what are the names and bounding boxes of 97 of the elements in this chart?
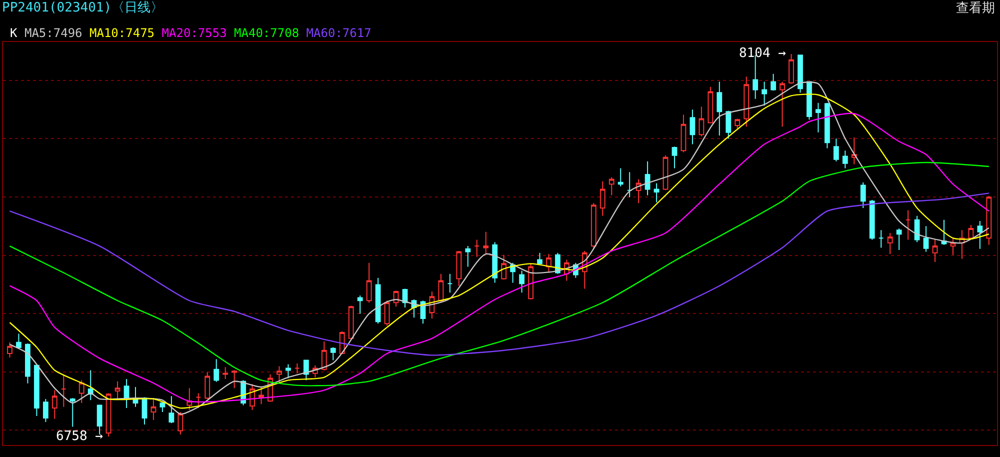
candlestick	[869, 200, 875, 240]
candlestick	[456, 250, 462, 286]
candlestick	[114, 380, 120, 401]
candlestick	[762, 81, 768, 106]
candlestick	[986, 196, 992, 246]
candlestick	[474, 239, 480, 258]
candlestick	[798, 54, 803, 94]
candlestick	[25, 343, 30, 384]
candlestick	[222, 366, 228, 380]
text: 查看期	[956, 1, 995, 16]
candlestick	[528, 263, 534, 300]
candlestick	[438, 273, 444, 302]
candlestick	[716, 81, 722, 136]
text: MA40:7708	[234, 26, 300, 40]
annotation: 8104 →	[739, 46, 786, 61]
candlestick	[52, 390, 58, 420]
candlestick	[106, 392, 112, 437]
candlestick	[537, 252, 542, 266]
candlestick	[483, 231, 489, 255]
text: MA10:7475	[90, 26, 155, 40]
text: MA60:7617	[306, 26, 372, 40]
candlestick	[834, 138, 839, 162]
candlestick	[851, 136, 857, 165]
text: MA20:7553	[162, 26, 227, 40]
candlestick	[734, 118, 740, 129]
candlestick	[698, 106, 704, 137]
candlestick	[492, 242, 498, 284]
candlestick	[286, 364, 291, 379]
candlestick	[78, 380, 84, 404]
candlestick	[780, 81, 785, 128]
candlestick	[196, 392, 202, 409]
candlestick	[232, 370, 238, 389]
candlestick	[626, 172, 632, 198]
candlestick	[214, 358, 220, 382]
candlestick	[680, 114, 686, 153]
candlestick	[160, 402, 166, 413]
candlestick	[726, 110, 732, 140]
candlestick	[923, 226, 929, 252]
annotation: 6758 →	[56, 429, 104, 444]
candlestick	[914, 215, 920, 243]
candlestick	[887, 232, 893, 255]
candlestick	[654, 182, 660, 203]
candlestick	[70, 398, 76, 428]
candlestick	[842, 150, 848, 169]
candlestick	[366, 262, 372, 304]
candlestick	[204, 372, 210, 400]
candlestick	[788, 53, 794, 84]
candlestick	[375, 277, 381, 324]
candlestick	[321, 341, 327, 372]
candlestick	[88, 370, 94, 401]
candlestick	[16, 333, 22, 349]
candlestick	[896, 228, 902, 251]
candlestick	[744, 76, 750, 128]
candlestick	[178, 412, 184, 435]
candlestick	[447, 273, 453, 294]
candlestick	[258, 386, 264, 405]
candlestick	[168, 396, 174, 424]
candlestick	[124, 378, 130, 409]
candlestick	[303, 359, 309, 381]
candlestick	[905, 210, 911, 240]
chart-title: PP2401(023401)〈日线〉	[2, 0, 164, 16]
candlestick	[672, 146, 678, 169]
candlestick	[357, 295, 363, 314]
candlestick	[878, 230, 884, 248]
candlestick	[690, 109, 696, 145]
candlestick	[519, 270, 524, 294]
candlestick	[150, 398, 156, 420]
candlestick	[806, 81, 812, 120]
candlestick	[546, 254, 552, 274]
text: K	[10, 26, 18, 40]
text: MA5:7496	[24, 26, 82, 40]
candlestick	[330, 346, 336, 361]
candlestick	[465, 246, 471, 268]
candlestick	[294, 362, 300, 374]
candlestick	[186, 388, 192, 411]
candlestick	[608, 176, 614, 196]
candlestick	[932, 238, 938, 262]
candlestick	[590, 202, 596, 250]
candlestick	[824, 102, 830, 149]
candlestick	[977, 220, 983, 250]
candlestick	[618, 168, 624, 187]
candlestick	[7, 342, 12, 358]
candlestick	[348, 305, 354, 340]
candlestick	[96, 404, 102, 435]
candlestick	[34, 364, 40, 417]
candlestick	[644, 160, 650, 196]
candlestick	[276, 366, 282, 383]
candlestick	[501, 254, 507, 280]
candlestick	[950, 238, 956, 256]
candlestick	[600, 180, 606, 216]
candlestick	[708, 86, 714, 124]
candlestick	[816, 102, 821, 133]
candlestick	[60, 374, 66, 408]
candlestick	[860, 182, 866, 208]
candlestick	[42, 398, 48, 422]
candlestick	[941, 219, 947, 246]
candlestick	[770, 73, 776, 92]
